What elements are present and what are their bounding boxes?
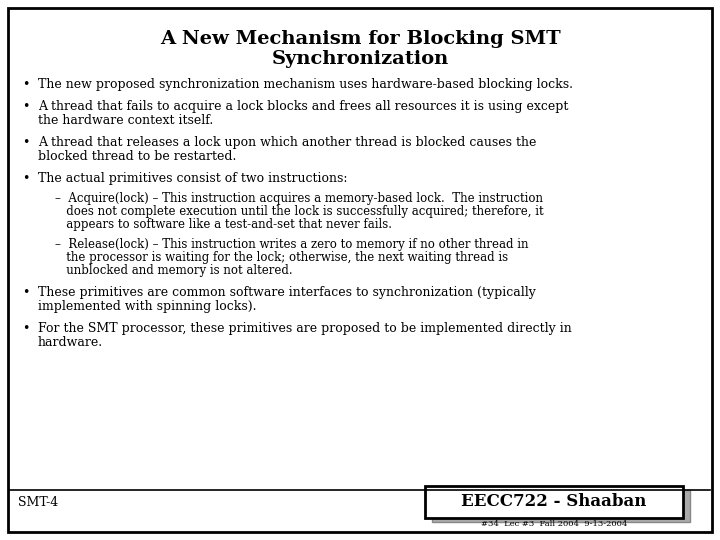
Text: A thread that releases a lock upon which another thread is blocked causes the: A thread that releases a lock upon which…	[38, 136, 536, 149]
Text: Synchronization: Synchronization	[271, 50, 449, 68]
Text: EECC722 - Shaaban: EECC722 - Shaaban	[462, 494, 647, 510]
Text: blocked thread to be restarted.: blocked thread to be restarted.	[38, 150, 236, 163]
Text: hardware.: hardware.	[38, 336, 103, 349]
Text: –  Acquire(lock) – This instruction acquires a memory-based lock.  The instructi: – Acquire(lock) – This instruction acqui…	[55, 192, 543, 205]
Text: the processor is waiting for the lock; otherwise, the next waiting thread is: the processor is waiting for the lock; o…	[55, 251, 508, 264]
Text: appears to software like a test-and-set that never fails.: appears to software like a test-and-set …	[55, 218, 392, 231]
Text: For the SMT processor, these primitives are proposed to be implemented directly : For the SMT processor, these primitives …	[38, 322, 572, 335]
Text: A thread that fails to acquire a lock blocks and frees all resources it is using: A thread that fails to acquire a lock bl…	[38, 100, 568, 113]
Text: •: •	[22, 100, 30, 113]
Text: the hardware context itself.: the hardware context itself.	[38, 114, 213, 127]
Text: #34  Lec #3  Fall 2004  9-13-2004: #34 Lec #3 Fall 2004 9-13-2004	[481, 520, 627, 528]
Text: unblocked and memory is not altered.: unblocked and memory is not altered.	[55, 264, 292, 277]
Text: A New Mechanism for Blocking SMT: A New Mechanism for Blocking SMT	[160, 30, 560, 48]
Bar	[425, 486, 683, 518]
Text: These primitives are common software interfaces to synchronization (typically: These primitives are common software int…	[38, 286, 536, 299]
Text: •: •	[22, 78, 30, 91]
Text: •: •	[22, 322, 30, 335]
Text: •: •	[22, 136, 30, 149]
Text: does not complete execution until the lock is successfully acquired; therefore, : does not complete execution until the lo…	[55, 205, 544, 218]
Text: SMT-4: SMT-4	[18, 496, 58, 509]
Text: •: •	[22, 286, 30, 299]
Text: The actual primitives consist of two instructions:: The actual primitives consist of two ins…	[38, 172, 348, 185]
Text: The new proposed synchronization mechanism uses hardware-based blocking locks.: The new proposed synchronization mechani…	[38, 78, 573, 91]
Bar	[432, 490, 690, 522]
Text: –  Release(lock) – This instruction writes a zero to memory if no other thread i: – Release(lock) – This instruction write…	[55, 238, 528, 251]
Text: implemented with spinning locks).: implemented with spinning locks).	[38, 300, 256, 313]
Text: •: •	[22, 172, 30, 185]
